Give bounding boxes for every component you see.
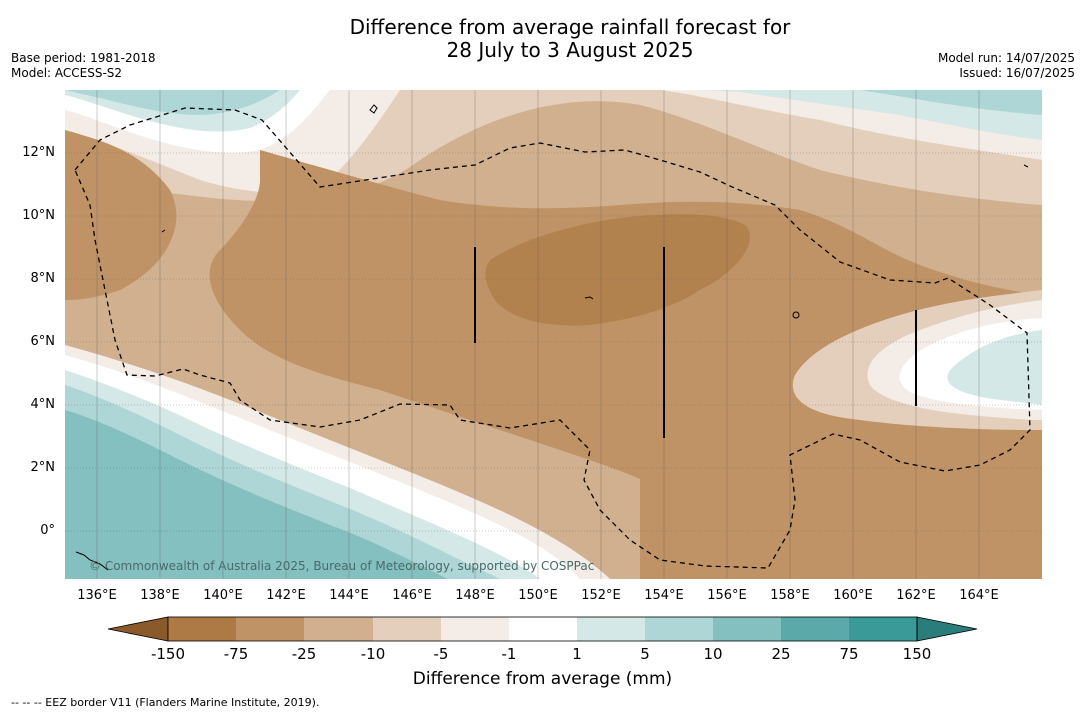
colorbar-tick: 5: [640, 645, 650, 663]
colorbar-tick: -150: [150, 645, 186, 663]
lon-label: 146°E: [392, 588, 432, 603]
lon-label: 156°E: [707, 588, 747, 603]
colorbar-tick: 10: [703, 645, 723, 663]
islands: [75, 104, 1029, 571]
lon-label: 138°E: [140, 588, 180, 603]
model-run: Model run: 14/07/2025: [937, 51, 1075, 65]
contour-sw-25: [65, 410, 448, 579]
colorbar-tick: -5: [433, 645, 449, 663]
eez-footnote: -- -- -- EEZ border V11 (Flanders Marine…: [11, 696, 320, 709]
colorbar-tick: -25: [291, 645, 317, 663]
lon-label: 136°E: [77, 588, 117, 603]
colorbar-tick: -1: [501, 645, 517, 663]
colorbar-tick: 150: [902, 645, 932, 663]
lon-label: 164°E: [959, 588, 999, 603]
contour-w-minus25: [65, 130, 177, 300]
colorbar-swatch: [236, 617, 304, 641]
contour-se-minus25: [640, 455, 1042, 579]
colorbar-tick: 25: [771, 645, 791, 663]
meta-left: Base period: 1981-2018 Model: ACCESS-S2: [11, 51, 156, 81]
colorbar-extend-max: [916, 616, 978, 642]
boundary-lines: [474, 247, 917, 438]
colorbar-swatch: [713, 617, 781, 641]
contour-e-5: [947, 330, 1042, 405]
contour-nw-10: [65, 90, 280, 115]
contour-central-minus75: [485, 214, 750, 326]
colorbar-tick: 1: [572, 645, 582, 663]
lon-label: 158°E: [770, 588, 810, 603]
eez-border: [74, 107, 1031, 569]
lat-label: 6°N: [30, 334, 56, 349]
lat-label: 12°N: [22, 145, 55, 160]
lon-label: 150°E: [518, 588, 558, 603]
model-name: Model: ACCESS-S2: [11, 66, 123, 80]
colorbar-swatch: [168, 617, 236, 641]
colorbar-swatch: [577, 617, 645, 641]
map-title-line2: 28 July to 3 August 2025: [446, 38, 694, 62]
map-area: [65, 90, 1042, 579]
lon-label: 148°E: [455, 588, 495, 603]
gridlines: [96, 90, 980, 579]
colorbar-swatch: [441, 617, 509, 641]
lon-label: 142°E: [266, 588, 306, 603]
colorbar-tick: -10: [360, 645, 386, 663]
colorbar-title: Difference from average (mm): [412, 669, 673, 689]
colorbar-swatch: [304, 617, 373, 641]
lon-label: 144°E: [329, 588, 369, 603]
colorbar-swatch: [645, 617, 713, 641]
lat-label: 2°N: [30, 460, 56, 475]
contour-ne-10: [860, 90, 1042, 115]
lat-label: 10°N: [22, 208, 55, 223]
contour-top-minus5: [65, 90, 1042, 160]
lon-label: 160°E: [833, 588, 873, 603]
colorbar-swatch: [509, 617, 577, 641]
base-period: Base period: 1981-2018: [11, 51, 156, 65]
colorbar-extend-min: [107, 616, 169, 642]
map-title-line1: Difference from average rainfall forecas…: [349, 15, 791, 39]
lat-label: 8°N: [30, 271, 56, 286]
colorbar-swatch: [849, 617, 917, 641]
copyright-notice: © Commonwealth of Australia 2025, Bureau…: [89, 559, 595, 573]
meta-right: Model run: 14/07/2025 Issued: 16/07/2025: [938, 51, 1075, 81]
colorbar-swatch: [373, 617, 441, 641]
lat-label: 4°N: [30, 397, 56, 412]
lon-label: 154°E: [644, 588, 684, 603]
colorbar-frame: [167, 616, 918, 642]
lat-gridlines: [65, 152, 1042, 532]
lon-label: 152°E: [581, 588, 621, 603]
issued-date: Issued: 16/07/2025: [959, 66, 1075, 80]
colorbar: [107, 616, 978, 642]
lon-label: 162°E: [896, 588, 936, 603]
colorbar-swatch: [781, 617, 849, 641]
colorbar-tick: 75: [839, 645, 859, 663]
colorbar-tick: -75: [223, 645, 249, 663]
lon-label: 140°E: [203, 588, 243, 603]
lat-label: 0°: [40, 523, 55, 538]
